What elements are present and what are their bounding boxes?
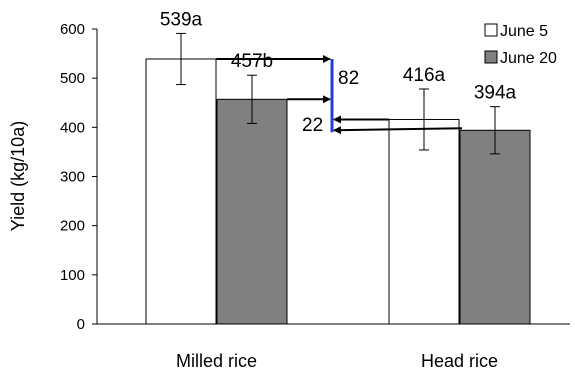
y-tick-label: 300 (60, 169, 85, 186)
legend: June 5 June 20 (484, 23, 557, 67)
y-tick-label: 400 (60, 119, 85, 136)
y-tick-label: 600 (60, 21, 85, 38)
y-tick-label: 100 (60, 267, 85, 284)
data-label: 394a (474, 83, 517, 104)
bar-labels: 539a 457b 416a 394a (160, 9, 517, 103)
difference-label-22: 22 (302, 115, 323, 136)
y-tick-label: 200 (60, 218, 85, 235)
data-label: 416a (403, 65, 446, 86)
x-labels: Milled rice Head rice (176, 351, 498, 371)
y-ticks: 0 100 200 300 400 500 600 (60, 21, 97, 333)
data-label: 457b (231, 51, 273, 72)
error-bars (176, 32, 500, 155)
legend-label-june20: June 20 (500, 50, 557, 67)
difference-annotations: 82 22 (216, 54, 463, 136)
difference-label-82: 82 (338, 68, 359, 89)
x-tick-label: Milled rice (176, 351, 257, 371)
data-label: 539a (160, 9, 203, 30)
bar-june-5-milled-rice (145, 58, 217, 325)
bars (145, 58, 531, 325)
y-tick-label: 500 (60, 70, 85, 87)
x-tick-label: Head rice (421, 351, 498, 371)
bar-june-20-milled-rice (216, 98, 288, 325)
legend-swatch-june20 (484, 50, 498, 64)
bar-june-20-head-rice (459, 129, 531, 325)
bar-june-5-head-rice (388, 118, 460, 325)
arrow-june20-head (333, 126, 463, 135)
y-axis-label: Yield (kg/10a) (8, 121, 28, 231)
legend-swatch-june5 (484, 23, 498, 37)
y-tick-label: 0 (77, 316, 85, 333)
legend-label-june5: June 5 (500, 23, 548, 40)
